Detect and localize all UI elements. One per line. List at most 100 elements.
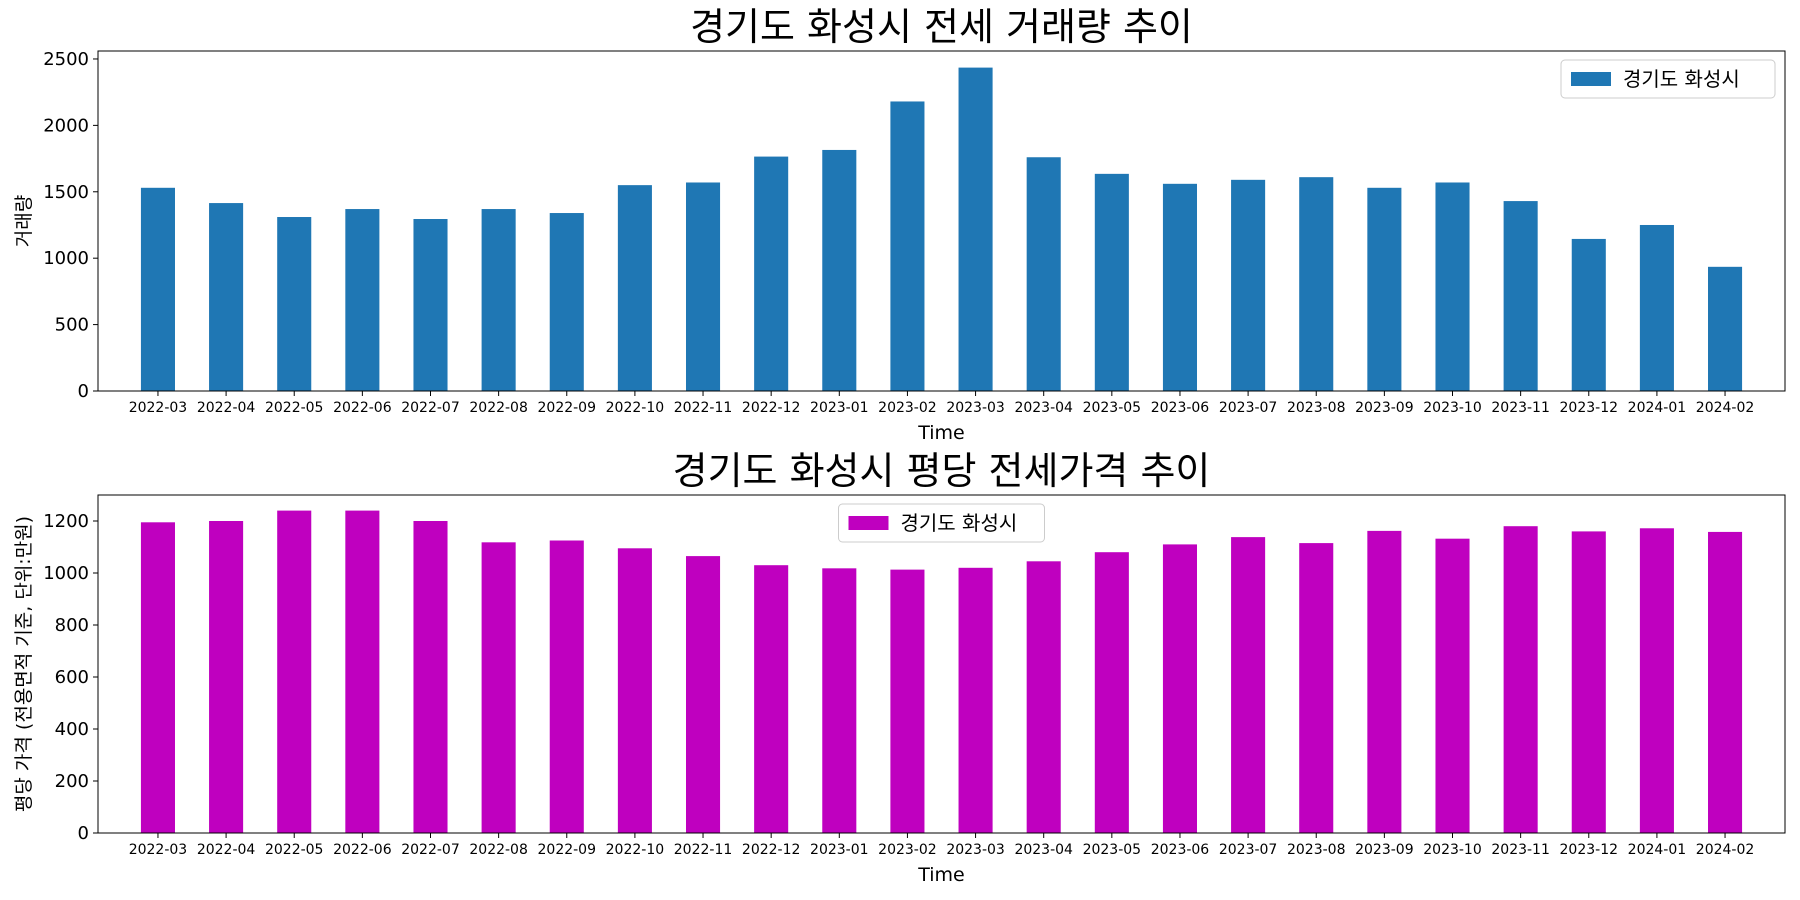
chart-title: 경기도 화성시 전세 거래량 추이 [690,5,1193,49]
legend: 경기도 화성시 [838,503,1045,543]
bar [549,540,584,833]
x-tick-label: 2023-01 [810,842,869,858]
x-tick-label: 2023-03 [946,842,1005,858]
bar [345,510,380,833]
x-tick-label: 2023-07 [1219,842,1278,858]
x-tick-label: 2024-02 [1696,400,1755,416]
x-tick-label: 2022-04 [197,400,256,416]
y-tick-label: 2000 [43,115,89,136]
x-tick-label: 2023-11 [1491,400,1550,416]
x-axis-label: Time [917,422,965,444]
plot-frame [97,494,1786,834]
x-tick-label: 2022-08 [469,400,528,416]
x-tick-label: 2023-10 [1423,400,1482,416]
x-tick-label: 2024-01 [1628,400,1687,416]
x-tick-label: 2022-07 [401,842,460,858]
x-tick-label: 2023-04 [1014,842,1073,858]
bar [1367,187,1402,391]
bar [413,521,448,833]
y-tick-label: 1200 [43,511,89,532]
legend-label: 경기도 화성시 [1623,67,1740,91]
y-tick-label: 0 [78,823,89,844]
bar [345,209,380,391]
bar [209,521,244,833]
bar [1299,543,1334,833]
bar [1503,526,1538,833]
y-tick-label: 2500 [43,49,89,70]
bar [140,187,175,391]
bar [1026,561,1061,833]
x-tick-label: 2023-06 [1151,842,1210,858]
x-tick-label: 2022-08 [469,842,528,858]
y-tick-label: 600 [55,667,89,688]
bar [209,203,244,391]
bar [685,182,721,391]
bar [1299,177,1334,391]
x-tick-label: 2022-12 [742,842,801,858]
bar [890,569,925,833]
x-tick-label: 2023-11 [1491,842,1550,858]
bar [1367,530,1402,833]
bar [754,565,789,833]
x-tick-label: 2023-01 [810,400,869,416]
bar [140,522,175,833]
x-tick-label: 2023-09 [1355,842,1414,858]
x-tick-label: 2023-08 [1287,842,1346,858]
y-tick-label: 1000 [43,248,89,269]
bar [481,542,516,833]
legend-box [838,503,1045,543]
y-tick-label: 500 [55,315,89,336]
bar [1231,537,1266,833]
bar [1571,531,1606,833]
bar [1639,224,1674,391]
x-tick-label: 2022-11 [674,400,733,416]
x-tick-label: 2023-07 [1219,400,1278,416]
bar [617,548,652,833]
x-tick-label: 2023-05 [1083,400,1142,416]
x-tick-label: 2023-05 [1083,842,1142,858]
x-tick-label: 2023-06 [1151,400,1210,416]
bar [1435,182,1470,391]
bar [958,67,993,391]
x-tick-label: 2022-09 [538,842,597,858]
bar [958,567,993,833]
bar [1571,238,1606,391]
bar [413,219,448,391]
bar [1639,528,1674,833]
bar [617,185,652,391]
x-tick-label: 2023-02 [878,400,937,416]
bar [754,156,789,391]
y-tick-label: 0 [78,381,89,402]
x-tick-label: 2022-03 [129,400,188,416]
x-tick-label: 2022-07 [401,400,460,416]
bar [1231,179,1266,391]
legend: 경기도 화성시 [1560,59,1776,99]
x-tick-label: 2022-04 [197,842,256,858]
x-tick-label: 2023-12 [1560,842,1619,858]
y-axis-label: 거래량 [13,195,35,247]
x-axis-label: Time [917,864,965,886]
bar [1094,173,1129,391]
chart-transaction-volume: 경기도 화성시 전세 거래량 추이 0 500 1000 1500 2000 2500 202… [13,5,1786,444]
x-tick-label: 2024-02 [1696,842,1755,858]
bar [1708,531,1743,833]
x-tick-label: 2023-09 [1355,400,1414,416]
bar [277,217,312,391]
bar [277,510,312,833]
x-tick-label: 2023-12 [1560,400,1619,416]
y-axis-label: 평당 가격 (전용면적 기준, 단위:만원) [13,516,35,812]
bar [1503,201,1538,391]
x-tick-label: 2023-08 [1287,400,1346,416]
bar [481,209,516,391]
bar [1435,538,1470,833]
x-tick-label: 2023-10 [1423,842,1482,858]
legend-label: 경기도 화성시 [901,511,1018,535]
bar [890,101,925,391]
y-tick-label: 800 [55,615,89,636]
legend-swatch [1571,72,1611,86]
bar [549,213,584,391]
x-tick-label: 2023-03 [946,400,1005,416]
y-tick-label: 1500 [43,182,89,203]
bar [1162,183,1198,391]
